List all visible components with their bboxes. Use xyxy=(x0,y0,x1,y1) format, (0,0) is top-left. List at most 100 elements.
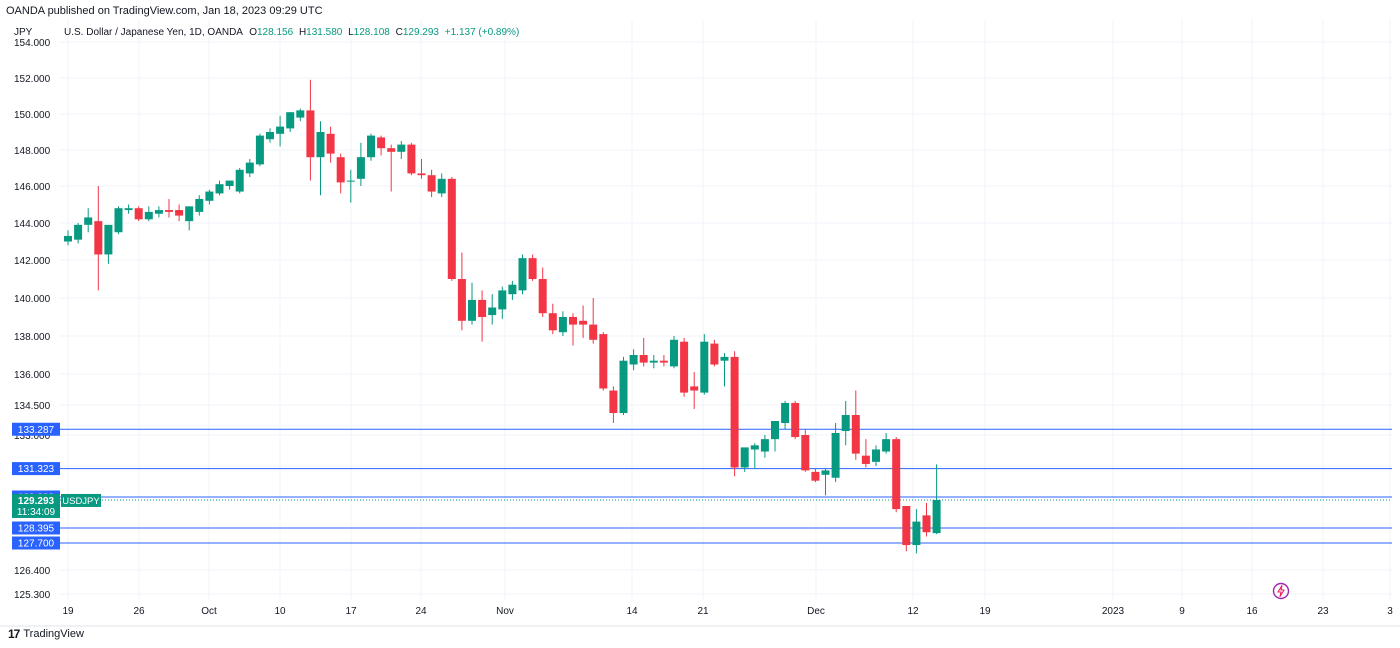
candle-body xyxy=(185,206,194,222)
candle-body xyxy=(518,258,527,291)
y-tick-label: 134.500 xyxy=(14,401,51,412)
candle-body xyxy=(144,211,153,220)
ohlc-legend: U.S. Dollar / Japanese Yen, 1D, OANDA O1… xyxy=(64,27,519,38)
candle xyxy=(639,337,648,367)
candle xyxy=(811,468,820,483)
candle-body xyxy=(912,521,921,546)
candle-body xyxy=(296,110,305,118)
candle xyxy=(619,356,628,415)
tradingview-logo-icon[interactable]: 17 xyxy=(8,627,20,641)
x-tick-label: Dec xyxy=(807,606,825,617)
candle-body xyxy=(417,173,426,176)
candle-body xyxy=(468,299,476,321)
candle-body xyxy=(84,217,93,225)
candle xyxy=(367,133,375,161)
candle xyxy=(912,509,921,554)
lightning-icon[interactable] xyxy=(1272,582,1290,600)
candle xyxy=(680,337,689,397)
last-price-label: 129.293 xyxy=(18,496,55,507)
candle-body xyxy=(558,317,567,333)
x-tick-label: 3 xyxy=(1387,606,1393,617)
candle-body xyxy=(771,421,779,440)
candle-body xyxy=(700,341,709,393)
candle xyxy=(266,128,274,143)
candle-body xyxy=(750,445,759,450)
candle xyxy=(670,336,678,369)
low-value: 128.108 xyxy=(354,27,391,38)
candle-body xyxy=(498,290,507,310)
candle-body xyxy=(195,198,204,212)
candle xyxy=(437,173,446,198)
x-tick-label: Oct xyxy=(201,606,217,617)
y-tick-label: 126.400 xyxy=(14,566,51,577)
candle xyxy=(851,390,860,460)
x-tick-label: Nov xyxy=(496,606,514,617)
candle xyxy=(659,355,668,367)
candle xyxy=(538,267,547,317)
symbol-description: U.S. Dollar / Japanese Yen, 1D, OANDA xyxy=(64,27,243,38)
grid xyxy=(60,20,1392,600)
price-line-label-bg xyxy=(12,462,60,476)
price-line-label-bg xyxy=(12,536,60,550)
candle xyxy=(235,168,244,194)
price-line-label-bg xyxy=(12,422,60,436)
candle xyxy=(710,339,719,367)
candle xyxy=(447,177,456,281)
candle xyxy=(144,206,153,222)
candle xyxy=(154,206,163,218)
candle xyxy=(821,468,830,496)
candle-body xyxy=(225,180,234,186)
candle xyxy=(750,443,759,469)
candle xyxy=(518,254,527,295)
candle-body xyxy=(154,210,163,214)
candle-body xyxy=(710,343,719,365)
candle xyxy=(861,439,870,468)
price-line-label: 127.700 xyxy=(18,539,55,550)
candle xyxy=(124,204,133,214)
candle xyxy=(255,133,264,167)
countdown-label: 11:34:09 xyxy=(17,507,56,518)
candle xyxy=(791,400,800,440)
y-tick-label: 142.000 xyxy=(14,256,51,267)
candle-body xyxy=(104,224,113,255)
candle-body xyxy=(659,360,668,363)
candle-body xyxy=(64,235,72,242)
price-line-label: 128.395 xyxy=(18,524,55,535)
candle xyxy=(276,115,285,147)
footer-brand[interactable]: TradingView xyxy=(23,628,84,640)
candle xyxy=(316,121,325,196)
x-tick-label: 9 xyxy=(1179,606,1185,617)
candle-body xyxy=(670,339,678,367)
candle-body xyxy=(629,355,638,365)
x-tick-label: 19 xyxy=(62,606,74,617)
candle-body xyxy=(205,191,214,201)
candle-body xyxy=(407,144,416,174)
candle xyxy=(245,159,254,177)
candle-body xyxy=(791,402,800,438)
candle-body xyxy=(266,132,274,140)
x-tick-label: 21 xyxy=(697,606,709,617)
x-tick-label: 10 xyxy=(274,606,286,617)
candle-body xyxy=(235,169,244,192)
candle xyxy=(104,224,113,264)
candles xyxy=(64,79,941,554)
candle xyxy=(700,334,709,395)
candle xyxy=(922,502,931,537)
x-axis: 19 26 Oct 10 17 24 Nov 14 21 Dec 12 19 2023 9 16 23 3 xyxy=(62,606,1393,617)
candle-body xyxy=(114,208,123,233)
candle-body xyxy=(437,178,446,194)
x-tick-label: 26 xyxy=(133,606,145,617)
candle xyxy=(629,349,638,371)
candle xyxy=(831,423,840,483)
candle-body xyxy=(811,471,820,481)
candle xyxy=(730,351,739,477)
price-labels: 133.287131.323129.388128.395127.700129.2… xyxy=(12,422,101,550)
low-label: L xyxy=(348,27,354,38)
candle xyxy=(649,355,658,369)
candle-body xyxy=(902,505,911,546)
price-line-label: 131.323 xyxy=(18,464,55,475)
candle xyxy=(397,141,406,159)
candle-body xyxy=(74,224,83,240)
candle xyxy=(801,429,810,472)
